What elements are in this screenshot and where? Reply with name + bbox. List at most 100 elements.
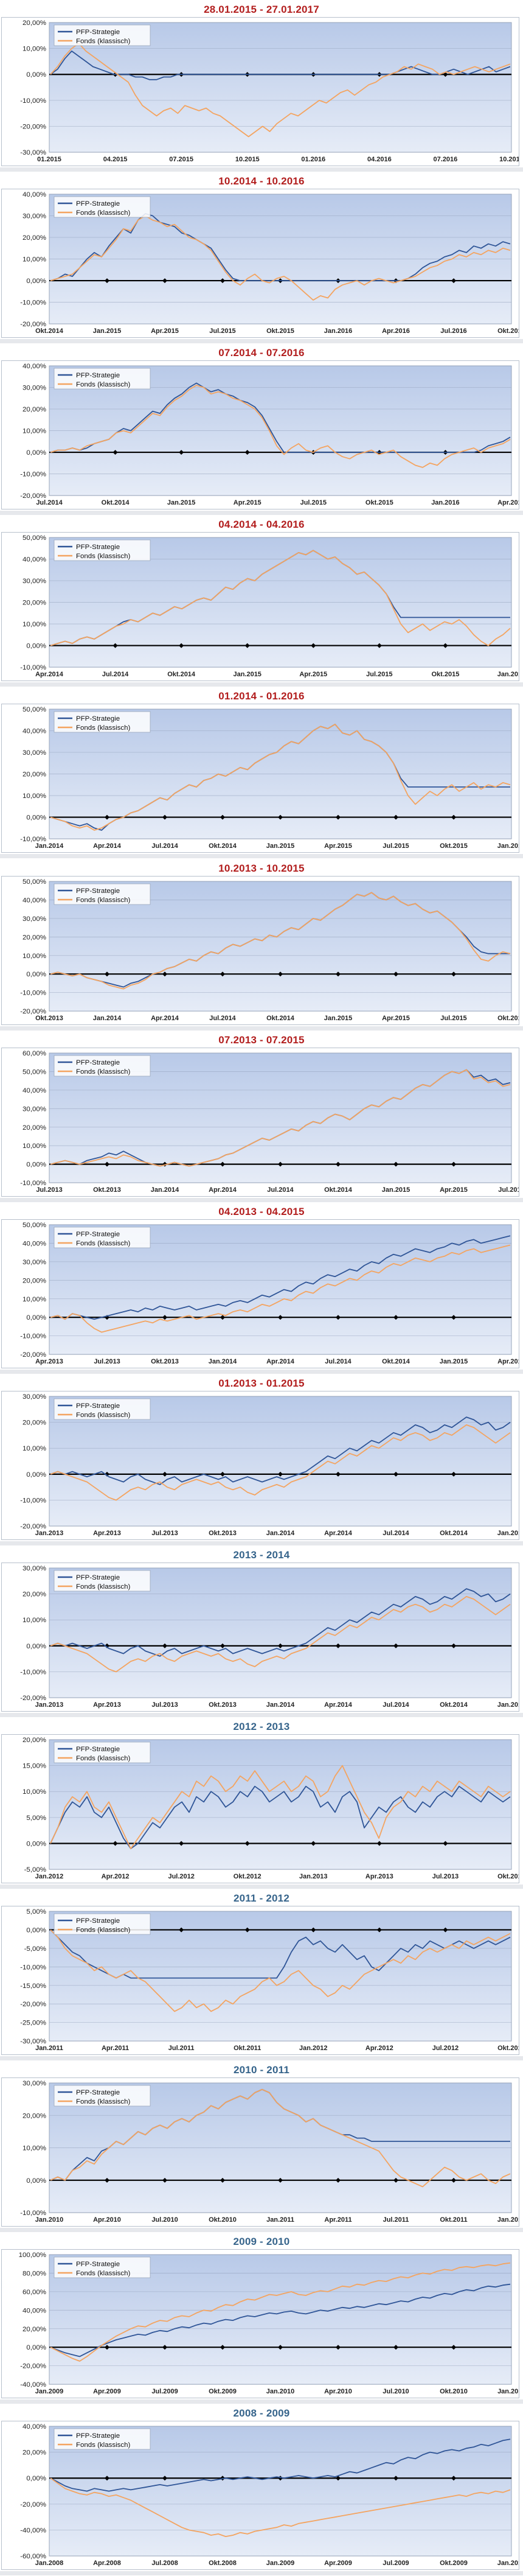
legend-label-fonds: Fonds (klassisch)	[76, 1583, 131, 1591]
legend	[54, 1741, 151, 1763]
legend-label-pfp: PFP-Strategie	[76, 544, 120, 551]
chart-block: 10.2013 - 10.2015 50,00% 40,00% 30,00% 20,00…	[0, 859, 523, 1031]
axis-marker	[162, 814, 168, 820]
axis-marker	[451, 2345, 456, 2350]
line-chart: 30,00%20,00%10,00%0,00%-10,00%-20,00%Jan…	[20, 1393, 519, 1537]
y-tick-label: 20,00%	[23, 1591, 46, 1598]
chart-title: 07.2013 - 07.2015	[218, 1034, 305, 1046]
x-tick-label: Apr.2013	[35, 1358, 63, 1365]
chart-title: 2011 - 2012	[233, 1892, 289, 1905]
axis-marker	[393, 971, 398, 976]
line-chart: 20,00%15,00%10,00%5,00%0,00%-5,00%Jan.20…	[23, 1737, 519, 1880]
x-tick-label: Apr.2014	[35, 671, 64, 678]
y-tick-label: 40,00%	[23, 191, 46, 198]
y-tick-label: -10,00%	[20, 1180, 46, 1187]
y-tick-label: 20,00%	[23, 19, 46, 27]
y-tick-label: -10,00%	[20, 836, 46, 843]
y-tick-label: 0,00%	[26, 2177, 46, 2185]
axis-marker	[162, 2178, 168, 2183]
x-tick-label: Jan.2015	[497, 1530, 519, 1537]
chart-block: 2013 - 2014 30,00% 20,00% 10,00% 0,00% -10,00…	[0, 1545, 523, 1717]
x-tick-label: Apr.2010	[324, 2388, 352, 2395]
axis-marker	[105, 1314, 110, 1320]
x-tick-label: Apr.2010	[93, 2216, 121, 2224]
series-line-fonds	[50, 43, 511, 138]
x-tick-label: Jul.2010	[383, 2388, 409, 2395]
chart-separator	[0, 167, 523, 172]
x-tick-label: Jan.2015	[497, 1701, 519, 1709]
y-tick-label: 5,00%	[26, 1815, 46, 1822]
legend-label-fonds: Fonds (klassisch)	[76, 2270, 131, 2277]
x-tick-label: Jul.2015	[300, 499, 327, 506]
y-tick-label: 50,00%	[23, 1068, 46, 1076]
y-tick-label: -40,00%	[20, 2381, 46, 2389]
y-tick-label: -20,00%	[20, 1351, 46, 1359]
x-tick-label: Jul.2012	[432, 2045, 459, 2052]
y-tick-label: 10,00%	[23, 2145, 46, 2152]
chart-separator	[0, 511, 523, 516]
legend	[54, 196, 151, 218]
chart-block: 01.2014 - 01.2016 50,00% 40,00% 30,00% 20,00…	[0, 687, 523, 859]
series-line-pfp	[50, 2284, 511, 2357]
legend-label-pfp: PFP-Strategie	[76, 2261, 120, 2268]
y-tick-label: -10,00%	[20, 299, 46, 307]
axis-marker	[162, 1471, 168, 1477]
axis-marker	[443, 1841, 448, 1846]
x-tick-label: Apr.2015	[234, 499, 262, 506]
line-chart: 40,00%20,00%0,00%-20,00%-40,00%-60,00%Ja…	[20, 2423, 519, 2567]
axis-marker	[451, 1471, 456, 1477]
x-tick-label: Jan.2009	[35, 2388, 63, 2395]
x-tick-label: Okt.2013	[93, 1186, 121, 1194]
x-tick-label: Okt.2016	[497, 327, 519, 335]
y-tick-label: -20,00%	[20, 1695, 46, 1702]
x-tick-label: Jan.2014	[151, 1186, 179, 1194]
axis-marker	[105, 2178, 110, 2183]
axis-marker	[105, 278, 110, 284]
x-tick-label: Jul.2013	[432, 1873, 459, 1880]
y-tick-label: -15,00%	[20, 1983, 46, 1990]
axis-marker	[335, 2476, 341, 2481]
y-tick-label: -10,00%	[20, 97, 46, 105]
axis-marker	[335, 1161, 341, 1167]
x-tick-label: Jan.2015	[266, 842, 294, 850]
axis-marker	[113, 450, 118, 455]
axis-marker	[162, 1314, 168, 1320]
axis-marker	[451, 1643, 456, 1648]
legend-label-pfp: PFP-Strategie	[76, 715, 120, 723]
chart-separator	[0, 2228, 523, 2233]
y-tick-label: 50,00%	[23, 878, 46, 885]
series-line-fonds	[50, 385, 511, 468]
y-tick-label: 50,00%	[23, 534, 46, 542]
y-tick-label: 0,00%	[26, 1927, 46, 1934]
chart-separator	[0, 339, 523, 344]
x-tick-label: Apr.2015	[497, 1358, 519, 1365]
chart-frame: 50,00% 40,00% 30,00% 20,00% 10,00% 0,00% -10,0…	[1, 704, 519, 853]
legend-label-pfp: PFP-Strategie	[76, 372, 120, 379]
x-tick-label: Jan.2011	[266, 2216, 294, 2224]
axis-marker	[451, 2476, 456, 2481]
axis-marker	[162, 1643, 168, 1648]
x-tick-label: Jul.2010	[151, 2216, 178, 2224]
legend-label-fonds: Fonds (klassisch)	[76, 1755, 131, 1762]
legend	[54, 24, 151, 46]
x-tick-label: Apr.2013	[365, 1873, 393, 1880]
chart-block: 2009 - 2010 100,00% 80,00% 60,00% 40,00% 20,0…	[0, 2232, 523, 2404]
y-tick-label: 40,00%	[23, 1240, 46, 1247]
series-line-pfp	[50, 1416, 511, 1485]
legend	[54, 2085, 151, 2107]
y-tick-label: 30,00%	[23, 749, 46, 757]
chart-frame: 20,00% 10,00% 0,00% -10,00% -20,00% -30,00% 01…	[1, 17, 519, 167]
series-line-fonds	[50, 1595, 511, 1673]
axis-marker	[443, 1927, 448, 1933]
y-tick-label: -10,00%	[20, 1497, 46, 1504]
axis-marker	[277, 814, 283, 820]
axis-marker	[179, 450, 184, 455]
y-tick-label: 40,00%	[23, 556, 46, 564]
x-tick-label: Jan.2013	[299, 1873, 327, 1880]
y-tick-label: 0,00%	[26, 1643, 46, 1650]
series-line-pfp	[50, 50, 511, 80]
x-tick-label: Jan.2016	[324, 327, 352, 335]
axis-marker	[162, 971, 168, 976]
axis-marker	[277, 2345, 283, 2350]
chart-separator	[0, 1197, 523, 1202]
